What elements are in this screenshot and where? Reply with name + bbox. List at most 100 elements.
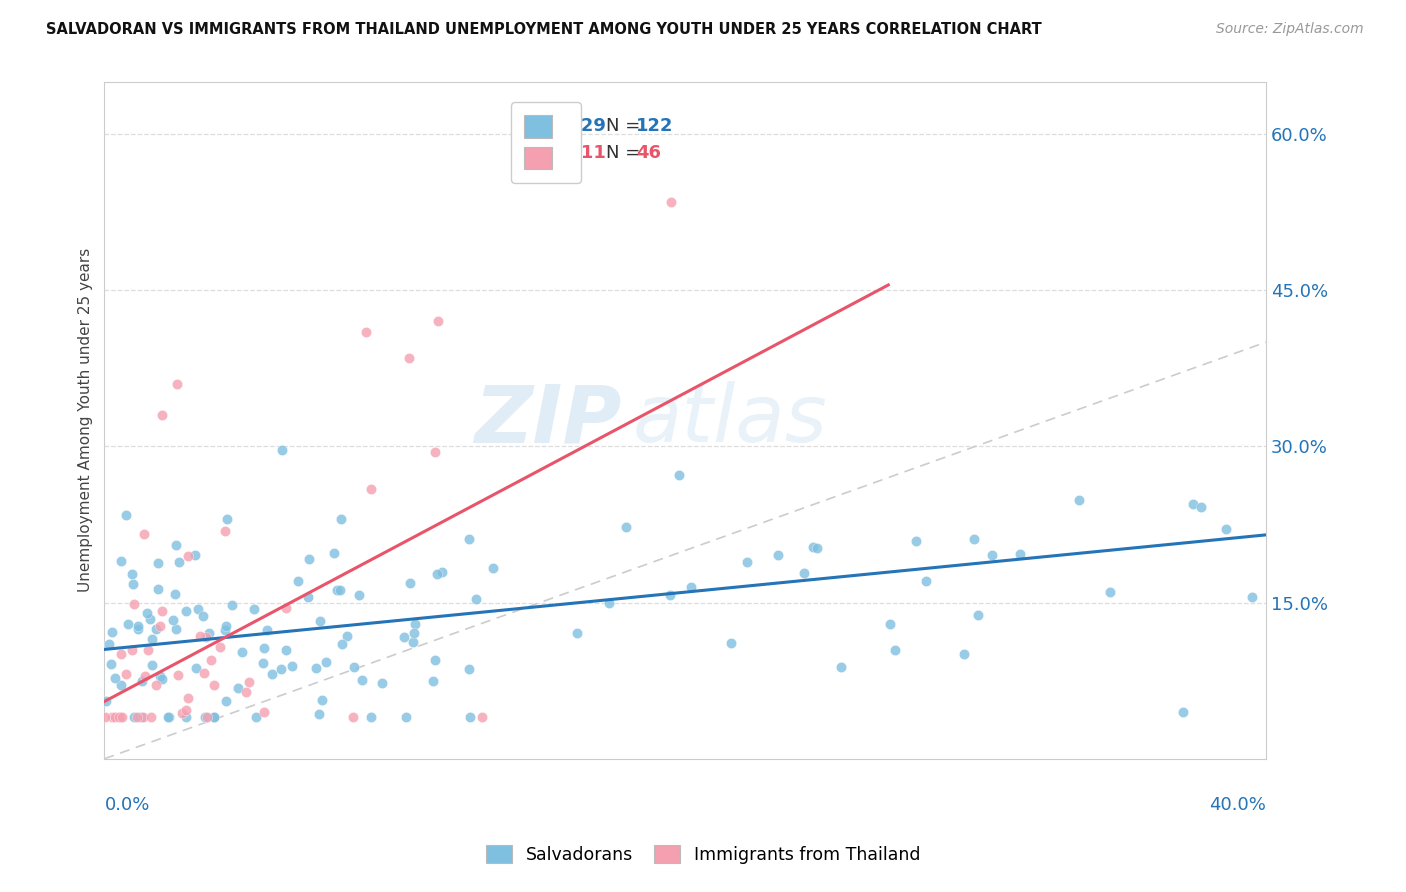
Point [426, 566, 449, 581]
Point [170, 706, 193, 720]
Point [253, 640, 276, 655]
Text: 46: 46 [637, 144, 661, 162]
Text: SALVADORAN VS IMMIGRANTS FROM THAILAND UNEMPLOYMENT AMONG YOUTH UNDER 25 YEARS C: SALVADORAN VS IMMIGRANTS FROM THAILAND U… [46, 22, 1042, 37]
Point [100, 657, 122, 671]
Point [121, 643, 143, 657]
Point [162, 613, 184, 627]
Point [101, 710, 124, 724]
Point [202, 710, 225, 724]
Point [281, 659, 304, 673]
Point [166, 668, 188, 682]
Point [193, 609, 215, 624]
Point [253, 705, 276, 719]
Point [101, 625, 124, 640]
Point [215, 512, 238, 526]
Point [127, 710, 149, 724]
Point [287, 574, 309, 588]
Point [141, 658, 163, 673]
Point [360, 710, 382, 724]
Point [149, 619, 172, 633]
Point [423, 653, 446, 667]
Point [735, 554, 758, 568]
Point [193, 666, 215, 681]
Point [458, 662, 481, 676]
Point [801, 540, 824, 554]
Point [195, 710, 218, 724]
Point [879, 617, 901, 632]
Point [565, 625, 588, 640]
Point [150, 604, 173, 618]
Point [297, 590, 319, 604]
Point [342, 710, 364, 724]
Point [129, 710, 152, 724]
Point [404, 616, 426, 631]
Point [308, 614, 330, 628]
Point [330, 637, 353, 651]
Text: atlas: atlas [633, 382, 828, 459]
Point [183, 548, 205, 562]
Point [963, 532, 986, 546]
Text: R =: R = [516, 144, 555, 162]
Point [226, 681, 249, 696]
Point [679, 580, 702, 594]
Point [165, 587, 187, 601]
Point [360, 482, 382, 496]
Point [304, 661, 326, 675]
Point [94, 694, 117, 708]
Point [915, 574, 938, 588]
Point [111, 710, 134, 724]
Point [482, 561, 505, 575]
Point [132, 710, 155, 724]
Point [177, 549, 200, 563]
Point [262, 667, 284, 681]
Point [152, 408, 174, 422]
Point [1215, 522, 1237, 536]
Point [471, 710, 494, 724]
Point [122, 577, 145, 591]
Point [139, 710, 162, 724]
Point [271, 442, 294, 457]
Point [132, 527, 155, 541]
Point [148, 582, 170, 596]
Point [308, 707, 330, 722]
Text: Source: ZipAtlas.com: Source: ZipAtlas.com [1216, 22, 1364, 37]
Point [131, 674, 153, 689]
Point [311, 692, 333, 706]
Point [156, 710, 179, 724]
Point [276, 643, 298, 657]
Point [352, 673, 374, 687]
Point [298, 552, 321, 566]
Point [195, 630, 218, 644]
Point [176, 703, 198, 717]
Point [720, 636, 742, 650]
Point [214, 623, 236, 637]
Point [354, 325, 377, 339]
Point [465, 592, 488, 607]
Point [231, 645, 253, 659]
Point [235, 685, 257, 699]
Point [107, 710, 129, 724]
Point [200, 653, 222, 667]
Point [427, 314, 450, 328]
Point [157, 710, 180, 724]
Text: 0.0%: 0.0% [104, 796, 150, 814]
Point [214, 524, 236, 539]
Point [221, 598, 243, 612]
Point [166, 376, 188, 391]
Point [110, 647, 132, 661]
Point [122, 710, 145, 724]
Point [187, 602, 209, 616]
Point [953, 647, 976, 661]
Point [966, 607, 988, 622]
Point [115, 508, 138, 523]
Point [457, 532, 479, 546]
Text: 0.329: 0.329 [550, 117, 606, 135]
Point [830, 660, 852, 674]
Point [243, 602, 266, 616]
Point [141, 632, 163, 646]
Point [149, 669, 172, 683]
Text: N =: N = [606, 144, 647, 162]
Text: 40.0%: 40.0% [1209, 796, 1265, 814]
Point [315, 655, 337, 669]
Point [343, 659, 366, 673]
